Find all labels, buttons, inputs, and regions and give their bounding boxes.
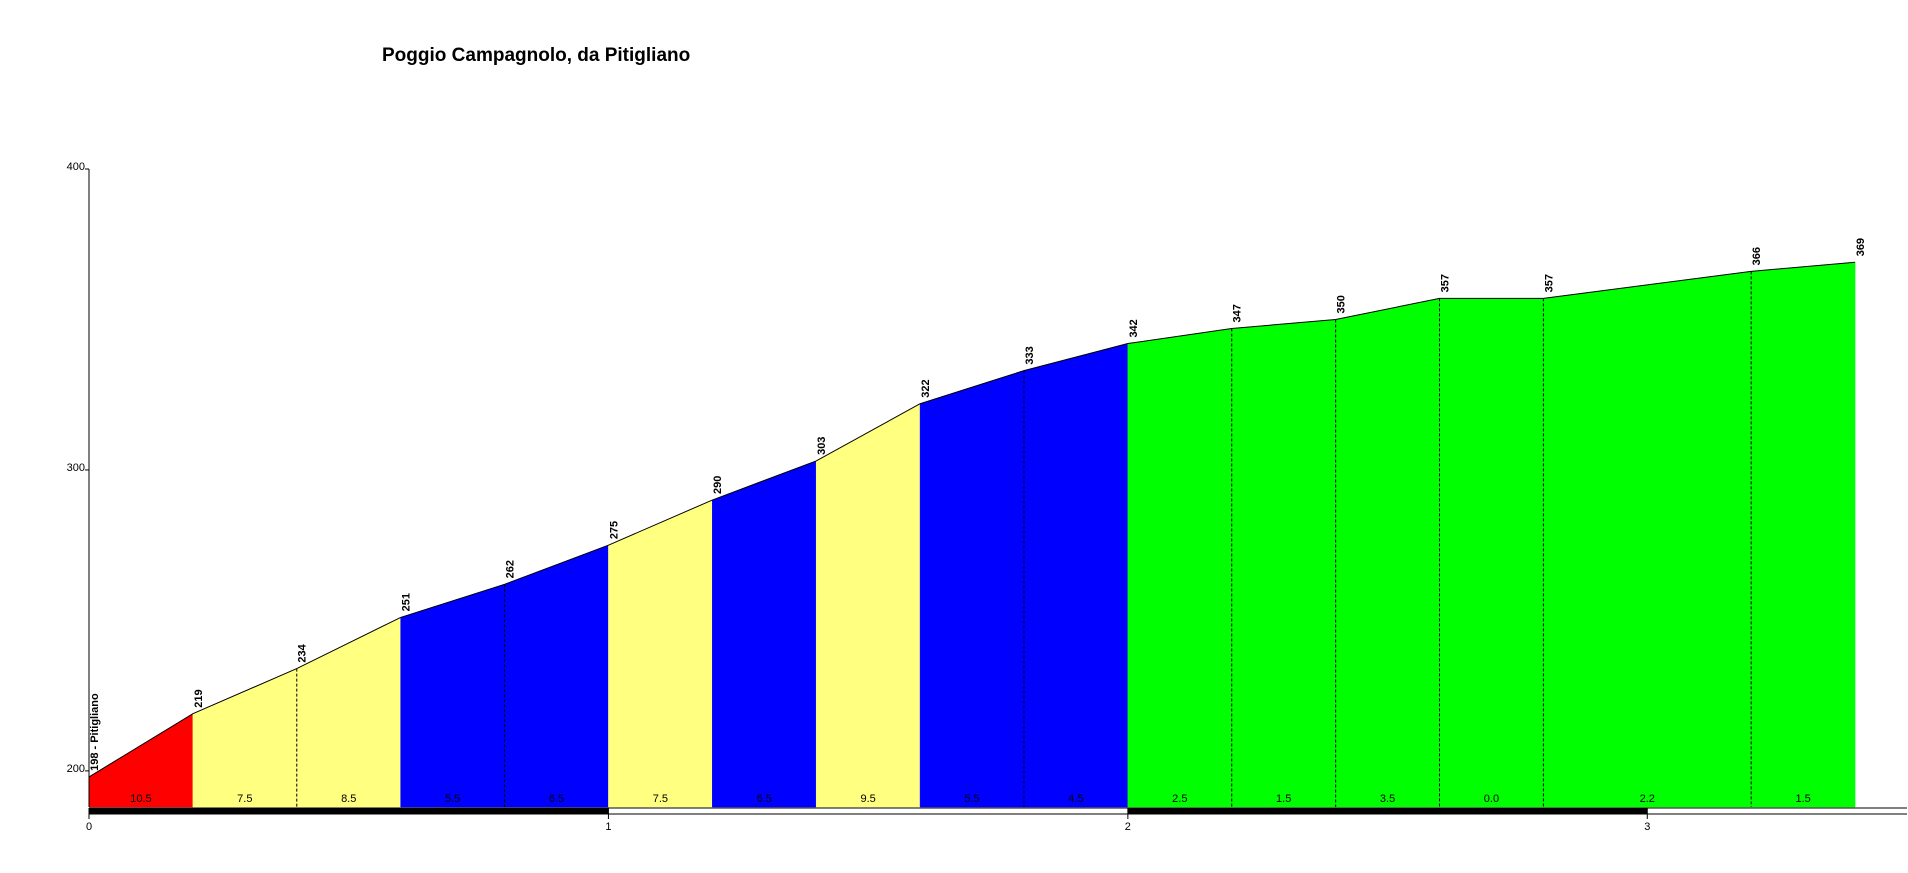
point-label: 290 (712, 476, 724, 494)
point-label: 333 (1024, 346, 1036, 364)
segment-area (1023, 343, 1129, 808)
chart-title: Poggio Campagnolo, da Pitigliano (382, 45, 690, 66)
profile-line (88, 261, 1856, 778)
point-label: 234 (297, 643, 309, 662)
point-label: 251 (401, 593, 413, 611)
point-label: 350 (1336, 295, 1348, 313)
km-bar (89, 808, 609, 814)
segment-label: 2.2 (1640, 793, 1655, 805)
x-tick-label: 3 (1644, 821, 1650, 833)
segment-area (815, 403, 921, 808)
point-label: 219 (193, 689, 205, 707)
point-label: 322 (920, 379, 932, 397)
point-label: 303 (816, 437, 828, 455)
point-label: 357 (1439, 274, 1451, 292)
segment-label: 0.0 (1484, 793, 1499, 805)
x-tick-label: 0 (86, 821, 92, 833)
point-label: 342 (1128, 319, 1140, 337)
segment-label: 2.5 (1172, 793, 1187, 805)
segment-area (1127, 328, 1232, 808)
segment-area (504, 544, 609, 808)
point-label: 369 (1855, 238, 1867, 256)
segment-label: 10.5 (130, 793, 151, 805)
segment-area (296, 617, 401, 808)
segment-label: 6.5 (757, 793, 772, 805)
segment-label: 7.5 (237, 793, 252, 805)
y-tick-label: 200 (67, 763, 85, 775)
x-tick-label: 1 (605, 821, 611, 833)
point-label: 347 (1232, 304, 1244, 322)
y-tick-label: 300 (67, 462, 85, 474)
segment-label: 5.5 (445, 793, 460, 805)
point-label: 262 (504, 560, 516, 578)
point-label: 366 (1751, 247, 1763, 265)
segment-label: 1.5 (1795, 793, 1810, 805)
segment-label: 8.5 (341, 793, 356, 805)
segment-label: 1.5 (1276, 793, 1291, 805)
km-bar (1127, 808, 1648, 814)
point-label: 198 - Pitigliano (89, 693, 101, 771)
y-tick-label: 400 (67, 161, 85, 173)
segment-area (1335, 298, 1440, 808)
segment-area (400, 583, 505, 808)
segment-area (1543, 271, 1752, 808)
segment-area (1439, 298, 1544, 808)
segment-area (192, 668, 298, 808)
segment-area (712, 460, 817, 808)
point-label: 357 (1543, 274, 1555, 292)
segment-area (1750, 262, 1856, 808)
segment-label: 9.5 (860, 793, 875, 805)
segment-label: 4.5 (1068, 793, 1083, 805)
segment-area (608, 499, 713, 808)
segment-label: 7.5 (653, 793, 668, 805)
segment-label: 6.5 (549, 793, 564, 805)
segment-area (1231, 319, 1336, 808)
x-tick-label: 2 (1125, 821, 1131, 833)
segment-label: 5.5 (964, 793, 979, 805)
segment-area (919, 370, 1025, 808)
point-label: 275 (608, 521, 620, 539)
segment-label: 3.5 (1380, 793, 1395, 805)
